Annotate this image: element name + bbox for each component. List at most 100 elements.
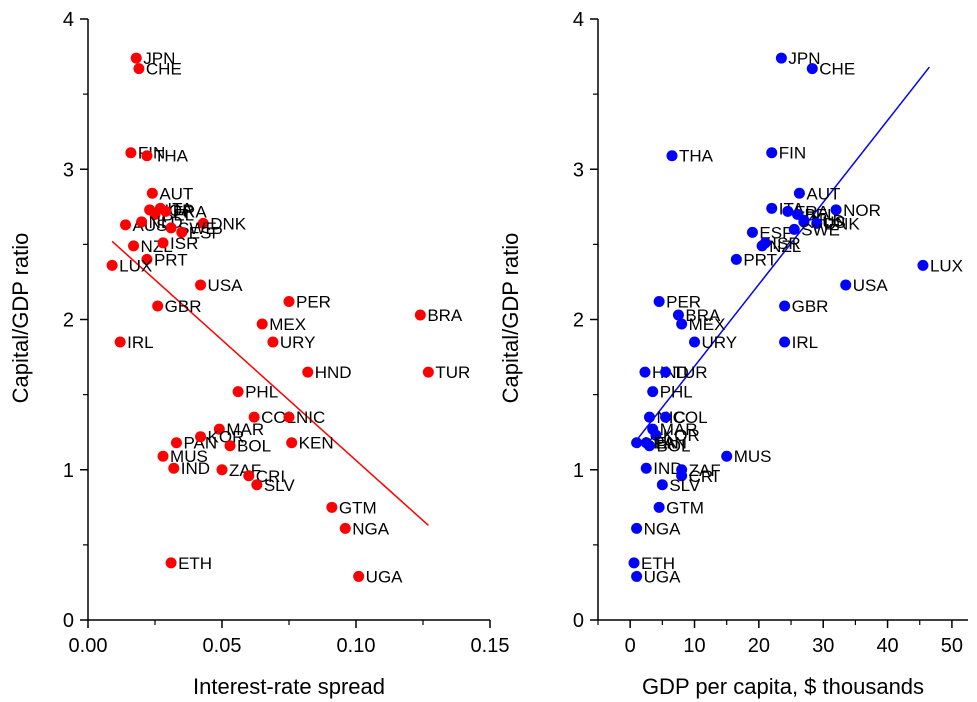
x-tick-label: 0.15 [471,635,510,657]
data-label-che: CHE [819,60,855,79]
data-point-usa [195,279,207,291]
data-label-per: PER [666,292,701,311]
y-axis-title: Capital/GDP ratio [498,233,523,404]
data-label-pan: PAN [183,434,217,453]
data-point-che [133,63,145,75]
data-point-ken [286,437,298,449]
x-tick-label: 0.00 [69,635,108,657]
fit-line [111,240,429,526]
data-label-ita: ITA [167,199,193,218]
data-point-gbr [779,300,791,312]
data-label-ind: IND [653,459,682,478]
data-label-irl: IRL [127,333,153,352]
data-point-ind [168,462,180,474]
y-tick-label: 2 [63,310,74,332]
x-tick-label: 30 [812,635,834,657]
data-label-gbr: GBR [792,297,829,316]
data-point-aut [793,187,805,199]
data-label-che: CHE [146,60,182,79]
data-label-mar: MAR [226,420,264,439]
data-point-ken [631,437,643,449]
data-point-uga [353,570,365,582]
data-point-col [248,411,260,423]
data-label-phl: PHL [245,383,278,402]
data-point-ury [689,336,701,348]
data-point-kor [195,431,207,443]
data-label-fra: FRA [173,202,208,221]
data-point-dnk [197,217,209,229]
y-tick-label: 3 [573,159,584,181]
data-point-lux [106,259,118,271]
data-label-fin: FIN [779,144,806,163]
data-label-swe: SWE [178,219,217,238]
data-point-esp [176,226,188,238]
data-point-slv [251,479,263,491]
y-tick-label: 1 [573,460,584,482]
data-point-tha [141,150,153,162]
data-point-eth [628,557,640,569]
y-axis-title: Capital/GDP ratio [8,233,33,404]
data-point-ury [267,336,279,348]
data-point-per [283,295,295,307]
data-label-ury: URY [702,333,738,352]
data-label-nic: NIC [296,408,325,427]
data-label-ken: KEN [299,434,334,453]
data-label-slv: SLV [669,476,701,495]
data-label-prt: PRT [743,250,777,269]
data-label-aut: AUT [159,184,193,203]
data-label-prt: PRT [154,250,188,269]
data-point-dnk [811,217,823,229]
data-point-gtm [326,501,338,513]
data-point-nzl [128,240,140,252]
data-point-kor [650,429,662,441]
data-point-per [653,295,665,307]
data-point-lux [917,259,929,271]
data-label-bel: BEL [804,205,836,224]
data-label-aut: AUT [806,184,840,203]
data-label-col: COL [673,408,708,427]
data-label-uga: UGA [644,567,682,586]
x-axis-title: Interest-rate spread [193,674,385,699]
x-tick-label: 20 [748,635,770,657]
data-point-pan [170,437,182,449]
data-label-usa: USA [208,276,244,295]
data-label-gtm: GTM [666,498,704,517]
data-point-isr [157,237,169,249]
x-tick-label: 0.10 [337,635,376,657]
data-label-bra: BRA [427,306,463,325]
data-label-mar: MAR [660,420,698,439]
data-label-per: PER [296,292,331,311]
data-label-mex: MEX [269,315,306,334]
data-label-nor: NOR [843,201,881,220]
y-tick-label: 1 [63,460,74,482]
data-label-tur: TUR [673,363,708,382]
data-label-kor: KOR [208,428,245,447]
x-tick-label: 0 [625,635,636,657]
data-point-nga [631,522,643,534]
data-point-bra [414,309,426,321]
data-label-uga: UGA [366,567,404,586]
data-label-hnd: HND [315,363,352,382]
data-point-bol [643,440,655,452]
data-label-swe: SWE [801,220,840,239]
data-label-mus: MUS [734,447,772,466]
data-label-tur: TUR [435,363,470,382]
data-label-phl: PHL [660,383,693,402]
y-tick-label: 3 [63,159,74,181]
data-label-kor: KOR [663,426,700,445]
data-point-nor [830,204,842,216]
x-axis-title: GDP per capita, $ thousands [642,674,924,699]
data-label-lux: LUX [930,256,963,275]
data-label-eth: ETH [178,554,212,573]
data-point-hnd [639,366,651,378]
data-point-esp [746,226,758,238]
data-point-nic [283,411,295,423]
data-point-jpn [130,52,142,64]
x-tick-label: 50 [941,635,963,657]
data-label-mex: MEX [689,315,726,334]
data-point-phl [647,386,659,398]
y-tick-label: 2 [573,310,584,332]
data-label-slv: SLV [264,476,296,495]
data-point-nzl [756,240,768,252]
data-label-cri: CRI [689,467,718,486]
